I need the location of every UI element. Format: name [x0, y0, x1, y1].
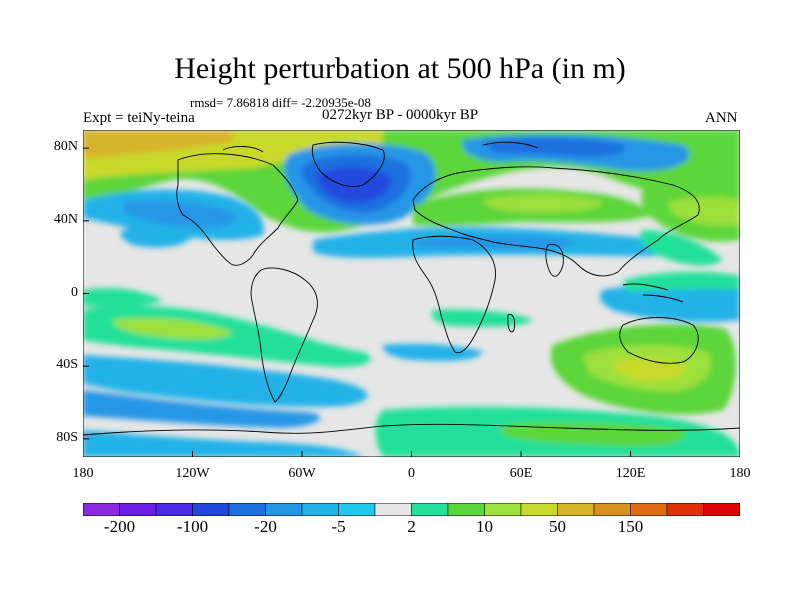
colorbar-label: 50 — [549, 517, 566, 536]
colorbar-cell — [83, 503, 120, 516]
lat-tick-label: 80S — [56, 429, 78, 445]
colorbar-cell — [338, 503, 376, 516]
colorbar-cell — [119, 503, 157, 516]
colorbar-cell — [155, 503, 193, 516]
colorbar-label: 10 — [476, 517, 493, 536]
lon-tick-label: 180 — [72, 466, 94, 481]
map-ticks — [83, 147, 740, 457]
lon-tick-label: 120W — [175, 466, 210, 481]
lat-tick-label: 0 — [71, 284, 78, 300]
lat-tick-label: 80N — [53, 139, 78, 155]
period-label: 0272kyr BP - 0000kyr BP — [322, 107, 479, 123]
colorbar-label: 150 — [617, 517, 644, 536]
colorbar-label: 2 — [407, 517, 416, 536]
colorbar-cell — [520, 503, 558, 516]
colorbar-label: -100 — [176, 517, 209, 536]
colorbar-label: -20 — [254, 517, 277, 536]
season-label: ANN — [705, 110, 738, 126]
anomaly-fields — [83, 130, 740, 457]
plot-title: Height perturbation at 500 hPa (in m) — [174, 52, 626, 85]
colorbar-cell — [593, 503, 631, 516]
lat-tick-label: 40N — [53, 211, 78, 227]
colorbar-label: -200 — [103, 517, 136, 536]
colorbar-cell — [447, 503, 485, 516]
lon-tick-label: 180 — [729, 466, 751, 481]
lon-tick-label: 120E — [615, 466, 646, 481]
lat-tick-label: 40S — [56, 357, 78, 373]
coastlines — [83, 141, 740, 436]
colorbar-cell — [192, 503, 230, 516]
lon-tick-label: 0 — [408, 466, 415, 481]
colorbar — [83, 503, 740, 516]
anomaly-map — [83, 130, 740, 457]
lon-tick-label: 60W — [288, 466, 316, 481]
colorbar-cell — [228, 503, 266, 516]
colorbar-cell — [557, 503, 595, 516]
colorbar-cell — [374, 503, 412, 516]
stats-label: rmsd= 7.86818 diff= -2.20935e-08 — [190, 95, 371, 110]
colorbar-cell — [265, 503, 303, 516]
experiment-label: Expt = teiNy-teina — [83, 110, 195, 126]
colorbar-cell — [301, 503, 339, 516]
lon-tick-label: 60E — [509, 466, 533, 481]
colorbar-label: -5 — [331, 517, 346, 536]
colorbar-cell — [630, 503, 668, 516]
colorbar-cell — [484, 503, 522, 516]
colorbar-cell — [411, 503, 449, 516]
colorbar-cell — [666, 503, 704, 516]
colorbar-cell — [703, 503, 740, 516]
